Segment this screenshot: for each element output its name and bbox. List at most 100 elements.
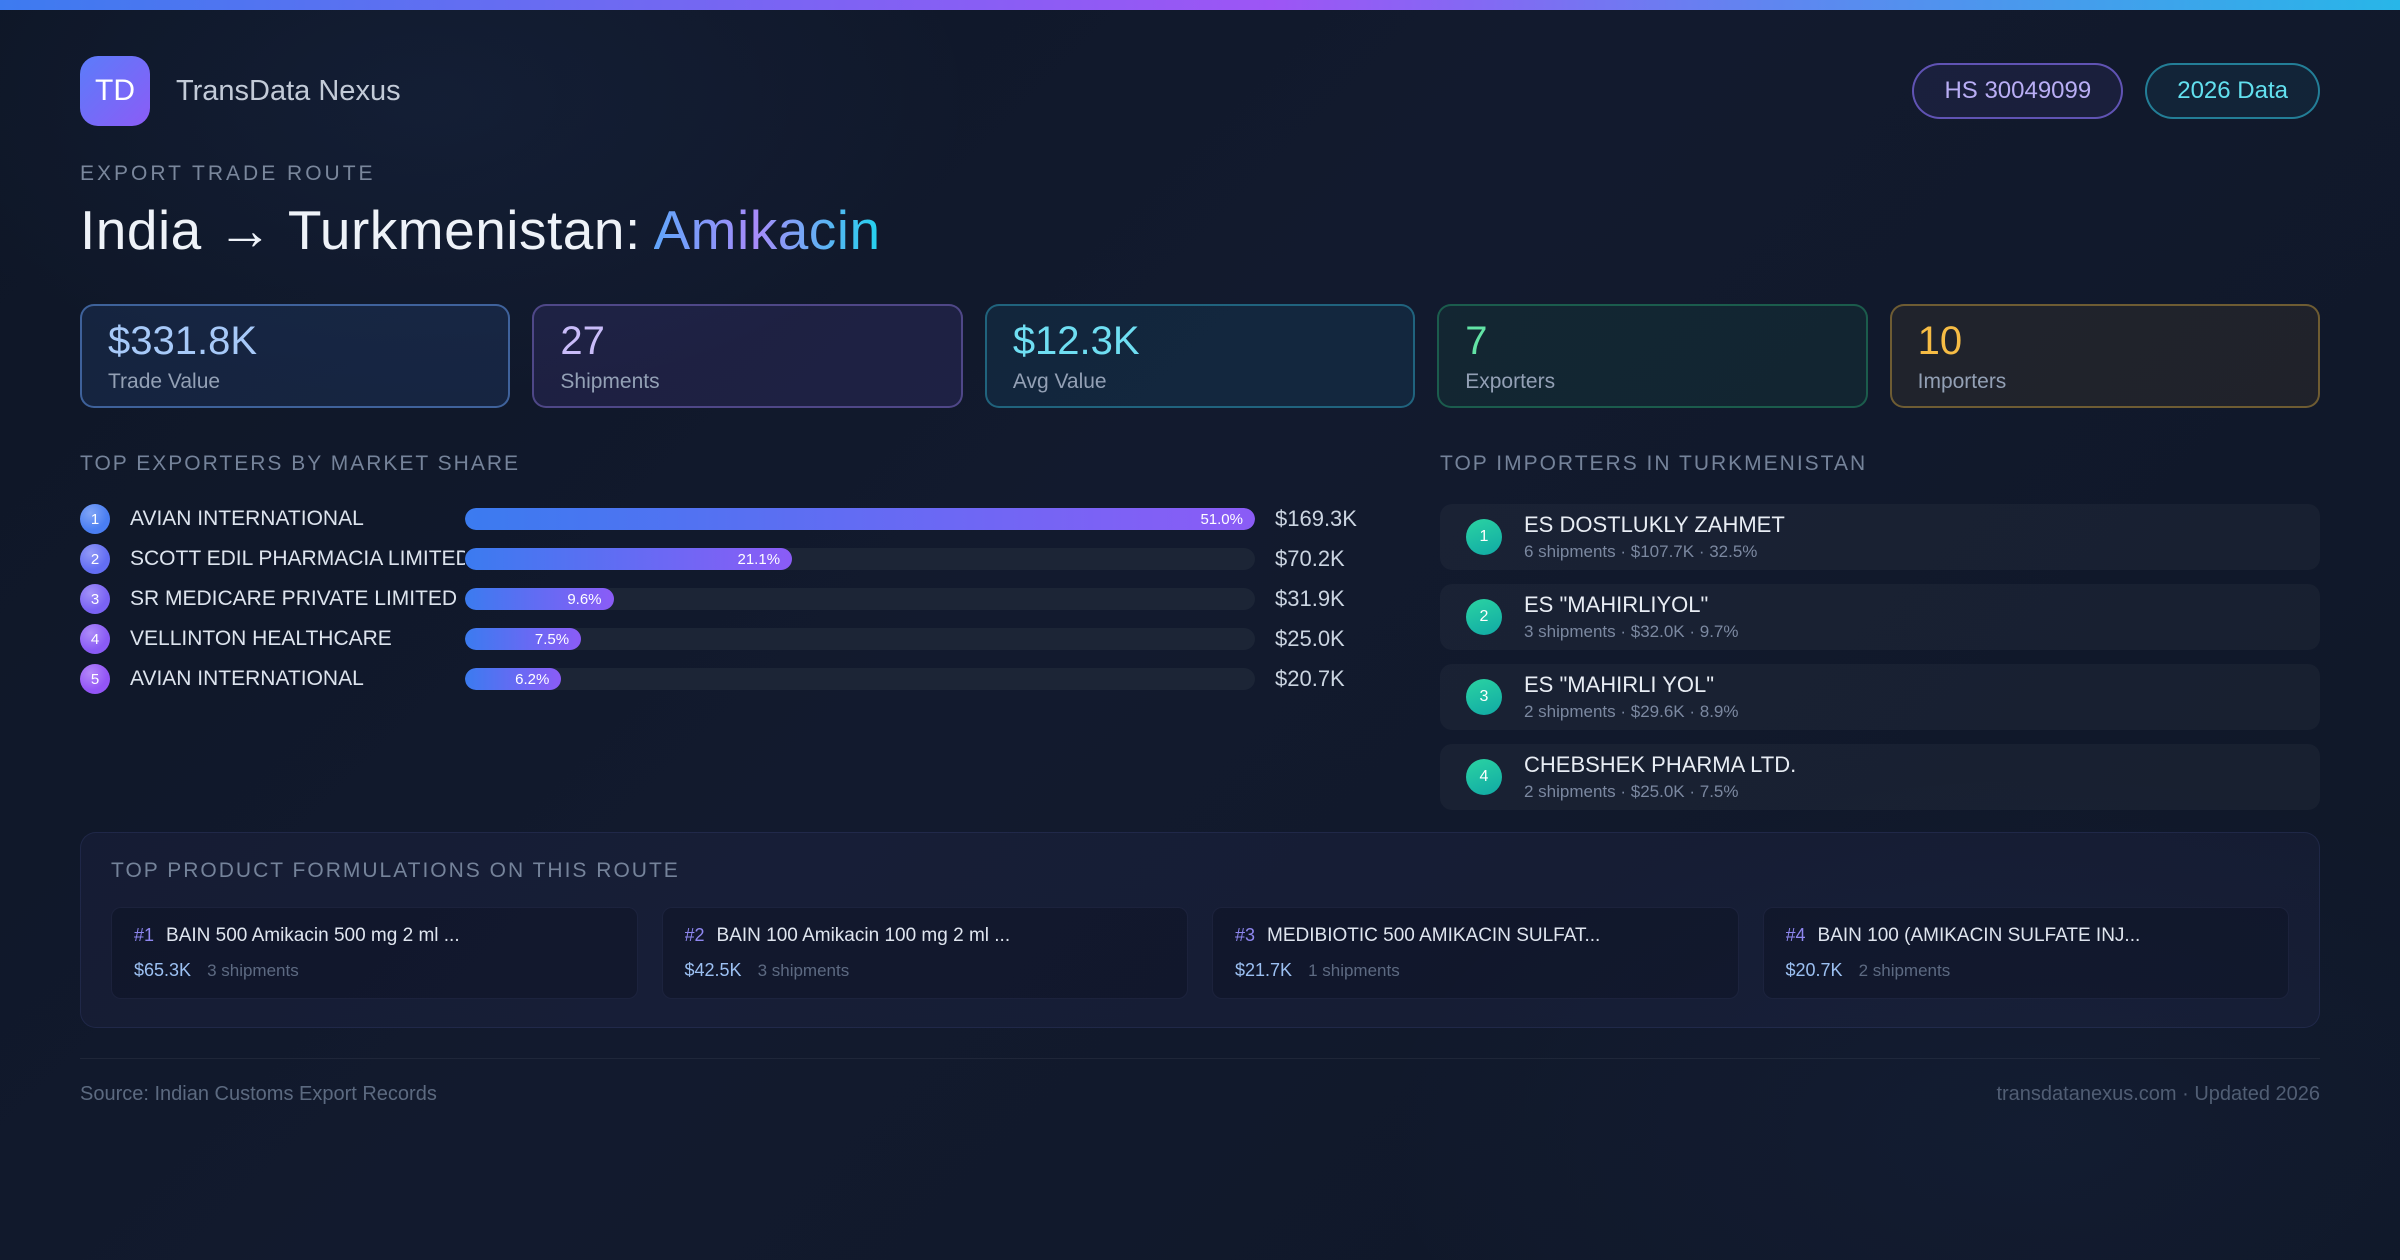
exporter-rank-badge: 1	[80, 504, 110, 534]
product-card[interactable]: #3 MEDIBIOTIC 500 AMIKACIN SULFAT... $21…	[1212, 907, 1739, 999]
importer-text: ES DOSTLUKLY ZAHMET 6 shipments · $107.7…	[1524, 512, 1785, 562]
product-value: $20.7K	[1785, 960, 1843, 980]
product-card[interactable]: #4 BAIN 100 (AMIKACIN SULFATE INJ... $20…	[1762, 907, 2289, 999]
importer-rank-badge: 2	[1466, 599, 1502, 635]
product-shipments: 3 shipments	[207, 961, 299, 980]
stat-value: 7	[1465, 319, 1488, 363]
product-value: $21.7K	[1235, 960, 1293, 980]
exporter-row[interactable]: 5 AVIAN INTERNATIONAL 6.2% $20.7K	[80, 664, 1370, 694]
market-share-bar-fill: 9.6%	[465, 588, 614, 610]
stat-value: 10	[1917, 319, 1963, 363]
stat-card: 27 Shipments	[532, 304, 963, 408]
importer-text: CHEBSHEK PHARMA LTD. 2 shipments · $25.0…	[1524, 752, 1796, 802]
eyebrow-label: EXPORT TRADE ROUTE	[80, 162, 376, 185]
market-share-percent: 7.5%	[534, 630, 570, 648]
product-name: MEDIBIOTIC 500 AMIKACIN SULFAT...	[1267, 925, 1601, 946]
market-share-bar-track: 21.1%	[465, 548, 1255, 570]
product-card[interactable]: #1 BAIN 500 Amikacin 500 mg 2 ml ... $65…	[111, 907, 638, 999]
exporter-row[interactable]: 3 SR MEDICARE PRIVATE LIMITED 9.6% $31.9…	[80, 584, 1370, 614]
importer-rank-badge: 3	[1466, 679, 1502, 715]
product-rank: #4	[1785, 925, 1806, 945]
importer-rank-badge: 4	[1466, 759, 1502, 795]
product-shipments: 3 shipments	[757, 961, 850, 980]
importer-meta: 2 shipments · $29.6K · 8.9%	[1524, 702, 1739, 721]
product-header: #3 MEDIBIOTIC 500 AMIKACIN SULFAT...	[1235, 925, 1716, 947]
footer: Source: Indian Customs Export Records tr…	[80, 1058, 2320, 1106]
footer-source: Source: Indian Customs Export Records	[80, 1083, 437, 1105]
market-share-percent: 9.6%	[567, 590, 602, 608]
importer-name: ES DOSTLUKLY ZAHMET	[1524, 512, 1785, 537]
importer-rank-badge: 1	[1466, 519, 1502, 555]
exporter-value: $20.7K	[1275, 666, 1345, 691]
market-share-bar-fill: 21.1%	[465, 548, 793, 570]
product-name: BAIN 100 (AMIKACIN SULFATE INJ...	[1817, 925, 2141, 946]
product-stats: $21.7K 1 shipments	[1235, 960, 1716, 981]
stat-value: $12.3K	[1012, 319, 1140, 363]
product-value: $65.3K	[134, 960, 192, 980]
brand[interactable]: TD TransData Nexus	[80, 56, 401, 126]
products-panel: TOP PRODUCT FORMULATIONS ON THIS ROUTE #…	[80, 832, 2320, 1028]
product-stats: $20.7K 2 shipments	[1786, 960, 2267, 981]
market-share-bar-track: 7.5%	[465, 628, 1255, 650]
stat-label: Avg Value	[1012, 370, 1107, 393]
product-title: Amikacin	[653, 199, 881, 261]
stat-card: 7 Exporters	[1437, 304, 1868, 408]
exporter-rank-badge: 2	[80, 544, 110, 574]
market-share-bar-fill: 51.0%	[465, 508, 1255, 530]
importer-card[interactable]: 2 ES "MAHIRLIYOL" 3 shipments · $32.0K ·…	[1440, 584, 2320, 650]
importer-name: ES "MAHIRLI YOL"	[1524, 672, 1715, 697]
exporters-section: TOP EXPORTERS BY MARKET SHARE 1 AVIAN IN…	[80, 452, 1370, 824]
exporters-list: 1 AVIAN INTERNATIONAL 51.0% $169.3K 2 SC…	[80, 504, 1370, 694]
stat-label: Importers	[1917, 370, 2007, 393]
products-list: #1 BAIN 500 Amikacin 500 mg 2 ml ... $65…	[111, 907, 2289, 999]
exporter-value: $70.2K	[1275, 546, 1345, 571]
stat-label: Exporters	[1465, 370, 1556, 393]
hs-code-chip[interactable]: HS 30049099	[1912, 63, 2124, 119]
market-share-bar-track: 51.0%	[465, 508, 1255, 530]
product-card[interactable]: #2 BAIN 100 Amikacin 100 mg 2 ml ... $42…	[661, 907, 1188, 999]
exporter-value: $31.9K	[1275, 586, 1345, 611]
importer-meta: 2 shipments · $25.0K · 7.5%	[1524, 782, 1739, 801]
product-header: #4 BAIN 100 (AMIKACIN SULFATE INJ...	[1786, 925, 2267, 947]
product-stats: $65.3K 3 shipments	[134, 960, 615, 981]
exporter-rank-badge: 4	[80, 624, 110, 654]
market-share-bar-fill: 6.2%	[465, 668, 562, 690]
importer-meta: 6 shipments · $107.7K · 32.5%	[1524, 542, 1758, 561]
exporter-row[interactable]: 4 VELLINTON HEALTHCARE 7.5% $25.0K	[80, 624, 1370, 654]
exporters-title: TOP EXPORTERS BY MARKET SHARE	[80, 452, 521, 475]
product-name: BAIN 500 Amikacin 500 mg 2 ml ...	[166, 925, 460, 946]
exporter-name: SR MEDICARE PRIVATE LIMITED	[130, 587, 458, 610]
brand-logo[interactable]: TD	[80, 56, 150, 126]
dashboard-page: TD TransData Nexus HS 30049099 2026 Data…	[0, 10, 2400, 1106]
importer-card[interactable]: 4 CHEBSHEK PHARMA LTD. 2 shipments · $25…	[1440, 744, 2320, 810]
importers-list: 1 ES DOSTLUKLY ZAHMET 6 shipments · $107…	[1440, 504, 2320, 810]
product-name: BAIN 100 Amikacin 100 mg 2 ml ...	[716, 925, 1011, 946]
market-share-bar-track: 9.6%	[465, 588, 1255, 610]
product-shipments: 2 shipments	[1858, 961, 1951, 980]
stat-value: 27	[560, 319, 605, 363]
exporter-value: $25.0K	[1275, 626, 1345, 651]
product-value: $42.5K	[684, 960, 742, 980]
market-share-percent: 21.1%	[737, 550, 781, 568]
brand-name: TransData Nexus	[176, 74, 401, 107]
data-year-chip[interactable]: 2026 Data	[2145, 63, 2320, 119]
exporter-value: $169.3K	[1275, 506, 1357, 531]
product-rank: #2	[684, 925, 705, 945]
exporter-rank-badge: 5	[80, 664, 110, 694]
exporter-row[interactable]: 1 AVIAN INTERNATIONAL 51.0% $169.3K	[80, 504, 1370, 534]
stat-card: 10 Importers	[1889, 304, 2321, 408]
header-chips: HS 30049099 2026 Data	[1912, 63, 2320, 119]
market-share-percent: 51.0%	[1200, 510, 1243, 528]
footer-site: transdatanexus.com · Updated 2026	[1996, 1083, 2320, 1105]
importer-card[interactable]: 3 ES "MAHIRLI YOL" 2 shipments · $29.6K …	[1440, 664, 2320, 730]
stat-card: $331.8K Trade Value	[80, 304, 511, 408]
importer-card[interactable]: 1 ES DOSTLUKLY ZAHMET 6 shipments · $107…	[1440, 504, 2320, 570]
exporter-row[interactable]: 2 SCOTT EDIL PHARMACIA LIMITED 21.1% $70…	[80, 544, 1370, 574]
market-share-percent: 6.2%	[515, 670, 550, 688]
page-title: India → Turkmenistan: Amikacin	[80, 198, 2320, 262]
stat-label: Trade Value	[108, 370, 221, 393]
header: TD TransData Nexus HS 30049099 2026 Data	[80, 10, 2320, 126]
exporter-name: AVIAN INTERNATIONAL	[130, 507, 364, 530]
accent-gradient-bar	[0, 0, 2400, 10]
product-rank: #3	[1235, 925, 1256, 945]
